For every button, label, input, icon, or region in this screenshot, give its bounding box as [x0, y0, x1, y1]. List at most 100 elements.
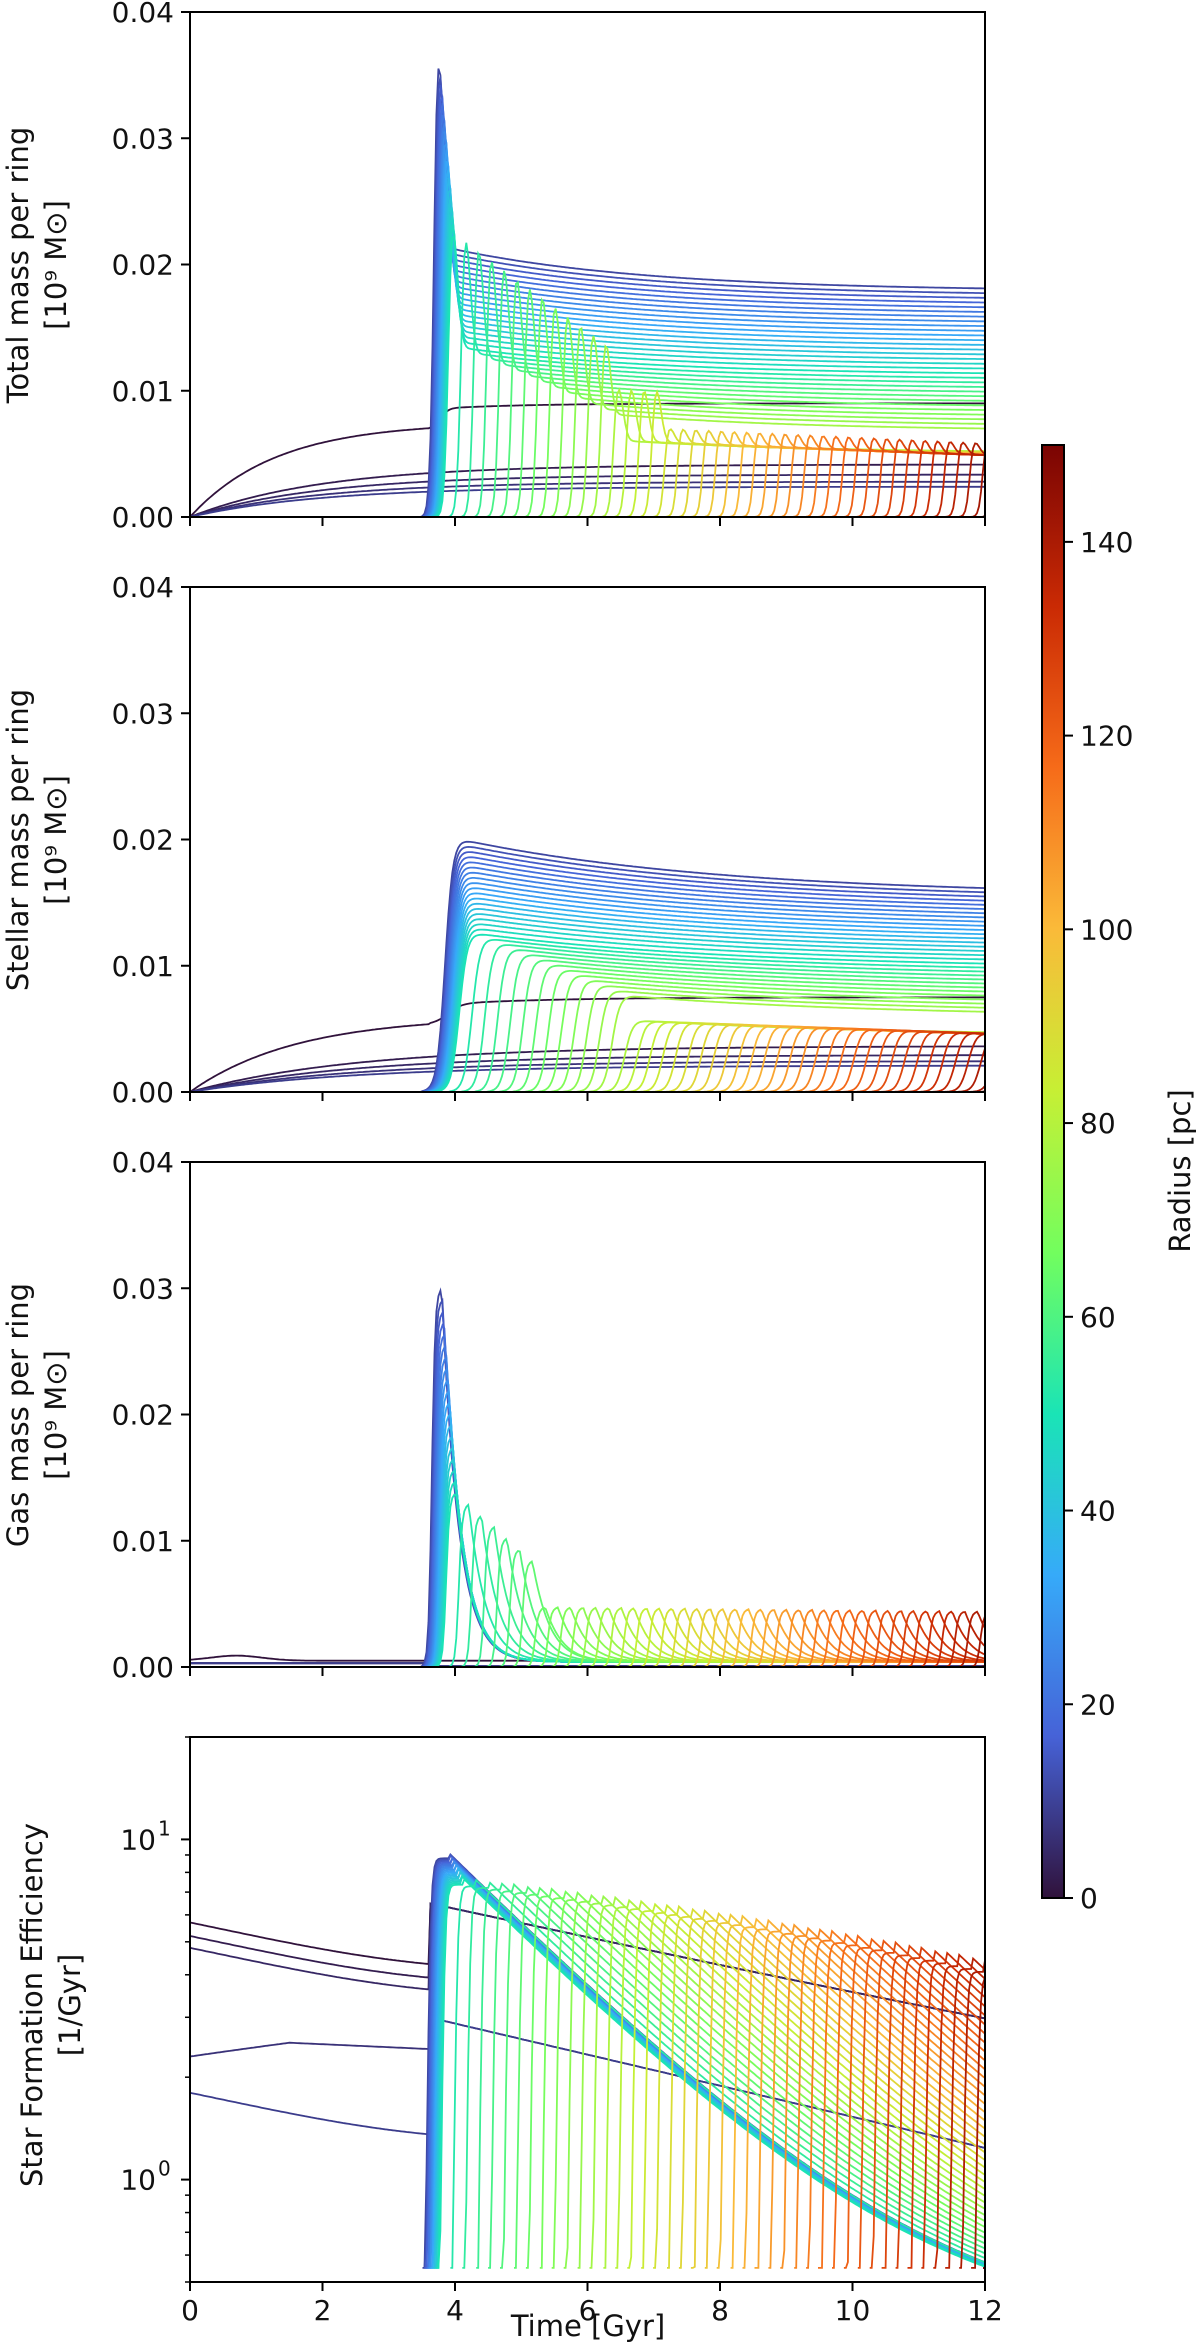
y-tick-label: 0.03	[112, 697, 174, 730]
sfe-line-ring-50	[780, 1926, 985, 2269]
colorbar-tick-label: 140	[1080, 526, 1133, 559]
y-tick-label: 0.00	[112, 1076, 174, 1109]
total-line-ring-2	[190, 473, 985, 517]
stellar-line-ring-33	[190, 985, 985, 1092]
stellar-mass-y-ticks: 0.00 0.01 0.02 0.03 0.04	[112, 571, 190, 1109]
total-line-ring-32	[190, 317, 985, 517]
gas-mass-y-ticks: 0.00 0.01 0.02 0.03 0.04	[112, 1146, 190, 1684]
sfe-x-ticks: 0 2 4 6 8 10 12	[181, 2282, 1003, 2327]
colorbar-gradient	[1041, 444, 1065, 1899]
y-tick-label: 0.01	[112, 375, 174, 408]
stellar-line-ring-54	[190, 1028, 985, 1092]
sfe-line-ring-29	[514, 1886, 985, 2269]
total-mass-ylabel-line1: Total mass per ring	[1, 127, 35, 405]
total-line-ring-12	[190, 131, 985, 517]
stellar-line-ring-14	[190, 887, 985, 1092]
sfe-line-ring-42	[678, 1908, 985, 2269]
stellar-line-ring-22	[190, 928, 985, 1092]
y-tick-label: 0.04	[112, 0, 174, 29]
y-tick-label: 0.04	[112, 1146, 174, 1179]
x-tick-label: 2	[314, 2294, 332, 2327]
total-line-ring-24	[190, 242, 985, 517]
total-mass-y-ticks: 0.00 0.01 0.02 0.03 0.04	[112, 0, 190, 534]
total-line-ring-19	[190, 196, 985, 517]
stellar-line-ring-5	[190, 840, 985, 1092]
gas-line-ring-49	[190, 1608, 985, 1667]
sfe-line-ring-44	[704, 1913, 985, 2269]
sfe-ylabel-line2: [1/Gyr]	[53, 1954, 87, 2056]
stellar-line-ring-8	[190, 856, 985, 1092]
total-line-ring-5	[190, 68, 985, 517]
total-line-ring-35	[190, 344, 985, 517]
sfe-line-ring-43	[690, 1912, 985, 2269]
stellar-line-ring-32	[190, 980, 985, 1092]
y-tick-label: 0.00	[112, 501, 174, 534]
total-line-ring-31	[190, 308, 985, 517]
stellar-line-ring-19	[190, 913, 985, 1092]
stellar-line-ring-20	[190, 918, 985, 1092]
total-line-ring-13	[190, 141, 985, 517]
stellar-mass-ylabel-line2: [10⁹ M⊙]	[39, 775, 73, 905]
x-tick-label: 6	[579, 2294, 597, 2327]
sfe-line-ring-65	[971, 1977, 985, 2269]
total-line-ring-34	[190, 335, 985, 517]
total-line-ring-23	[190, 234, 985, 517]
sfe-y-tick-exponent: 0	[158, 2157, 171, 2181]
colorbar-tick-label: 120	[1080, 720, 1133, 753]
gas-mass-x-ticks	[189, 1667, 986, 1676]
colorbar-tick-label: 20	[1080, 1688, 1116, 1721]
stellar-line-ring-10	[190, 866, 985, 1092]
stellar-line-ring-29	[190, 964, 985, 1092]
sfe-line-ring-30	[525, 1887, 985, 2269]
sfe-line-ring-57	[869, 1940, 985, 2269]
sfe-ylabel-line1: Star Formation Efficiency	[15, 1823, 49, 2187]
sfe-y-tick-label: 10	[120, 2164, 156, 2197]
y-tick-label: 0.02	[112, 249, 174, 282]
y-tick-label: 0.00	[112, 1651, 174, 1684]
total-line-ring-3	[190, 480, 985, 517]
sfe-line-ring-52	[806, 1929, 985, 2269]
colorbar: 0 20 40 60 80 100 120 140 Radius [pc]	[1041, 444, 1197, 1915]
colorbar-tick-label: 0	[1080, 1882, 1098, 1915]
stellar-line-ring-53	[190, 1028, 985, 1092]
stellar-line-ring-35	[190, 995, 985, 1092]
sfe-line-ring-31	[539, 1890, 985, 2269]
total-line-ring-55	[190, 436, 985, 517]
stellar-line-ring-30	[190, 970, 985, 1092]
total-line-ring-8	[190, 95, 985, 517]
sfe-y-tick-exponent: 1	[158, 1816, 171, 1840]
total-line-ring-4	[190, 485, 985, 517]
sfe-lines	[190, 1852, 985, 2269]
sfe-line-ring-62	[933, 1952, 985, 2269]
x-tick-label: 8	[711, 2294, 729, 2327]
total-line-ring-54	[190, 436, 985, 517]
stellar-mass-x-ticks	[189, 1092, 986, 1101]
sfe-line-ring-54	[832, 1934, 985, 2269]
stellar-line-ring-0	[190, 996, 985, 1092]
sfe-line-ring-49	[768, 1923, 985, 2269]
stellar-line-ring-31	[190, 975, 985, 1092]
sfe-line-ring-63	[945, 1956, 985, 2269]
gas-line-ring-50	[190, 1609, 985, 1667]
stellar-line-ring-55	[190, 1029, 985, 1092]
y-tick-label: 0.04	[112, 571, 174, 604]
gas-line-ring-52	[190, 1609, 985, 1667]
stellar-line-ring-1	[190, 1045, 985, 1092]
total-line-ring-18	[190, 188, 985, 517]
total-line-ring-7	[190, 84, 985, 517]
colorbar-ticks: 0 20 40 60 80 100 120 140	[1064, 526, 1133, 1915]
sfe-line-ring-64	[959, 1960, 985, 2269]
sfe-line-ring-36	[603, 1898, 985, 2269]
sfe-line-ring-34	[577, 1894, 985, 2269]
sfe-y-tick-label: 10	[120, 1823, 156, 1856]
stellar-line-ring-18	[190, 907, 985, 1092]
colorbar-tick-label: 60	[1080, 1301, 1116, 1334]
gas-line-ring-55	[190, 1609, 985, 1667]
stellar-line-ring-15	[190, 892, 985, 1092]
sfe-line-ring-4	[190, 2016, 985, 2149]
stellar-line-ring-52	[190, 1027, 985, 1092]
y-tick-label: 0.03	[112, 1272, 174, 1305]
total-mass-ylabel-line2: [10⁹ M⊙]	[39, 200, 73, 330]
stellar-line-ring-2	[190, 1054, 985, 1092]
panel-gas-mass: 0.00 0.01 0.02 0.03 0.04 Gas mass per ring […	[1, 1146, 986, 1684]
